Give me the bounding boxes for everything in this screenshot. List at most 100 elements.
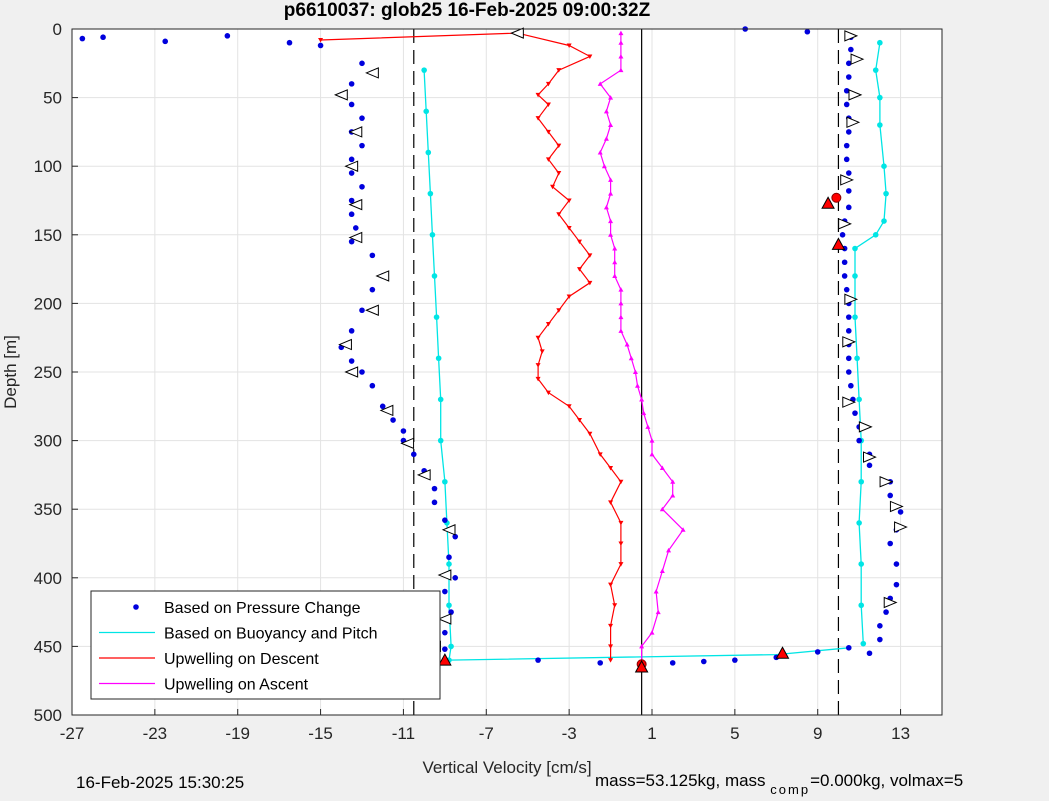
y-tick-label: 100 xyxy=(34,157,62,176)
red-triangle-marker xyxy=(775,646,790,659)
pressure-change-point xyxy=(597,660,604,666)
upwelling-descent-point xyxy=(608,644,614,649)
pressure-change-point xyxy=(887,540,894,547)
pressure-change-point xyxy=(452,533,459,540)
pressure-change-point xyxy=(431,499,438,506)
pressure-change-point xyxy=(348,238,355,245)
pressure-change-point xyxy=(843,286,850,293)
upwelling-ascent-point xyxy=(666,547,672,553)
pressure-change-point xyxy=(369,382,376,389)
y-tick-label: 400 xyxy=(34,569,62,588)
upwelling-descent-point xyxy=(608,500,614,505)
upwelling-ascent-point xyxy=(618,53,624,59)
x-tick-label: -3 xyxy=(562,724,577,743)
pressure-change-point xyxy=(348,197,355,204)
upwelling-descent-point xyxy=(587,54,593,59)
pressure-change-point xyxy=(359,115,365,121)
pressure-change-point xyxy=(897,509,904,515)
upwelling-ascent-point xyxy=(653,589,659,594)
buoyancy-pitch-point xyxy=(881,218,887,224)
buoyancy-pitch-point xyxy=(860,640,867,647)
descent-triangle-marker xyxy=(338,338,352,351)
ascent-triangle-marker xyxy=(844,293,859,306)
descent-triangle-marker xyxy=(400,437,415,450)
red-triangle-marker xyxy=(634,659,649,673)
footer-mass-info: mass=53.125kg, mass comp=0.000kg, volmax… xyxy=(595,771,963,797)
descent-triangle-marker xyxy=(379,404,394,417)
buoyancy-pitch-point xyxy=(858,561,865,567)
pressure-change-point xyxy=(452,575,459,581)
y-tick-label: 200 xyxy=(34,294,62,313)
pressure-change-point xyxy=(883,609,889,615)
upwelling-ascent-point xyxy=(641,410,647,416)
upwelling-descent-point xyxy=(608,623,614,629)
pressure-change-point xyxy=(856,437,862,444)
pressure-change-point xyxy=(286,39,293,46)
upwelling-descent-point xyxy=(577,418,582,423)
upwelling-ascent-point xyxy=(649,438,655,443)
pressure-change-point xyxy=(852,410,858,416)
upwelling-ascent-point xyxy=(618,300,624,306)
upwelling-ascent-point xyxy=(628,355,634,361)
pressure-change-point xyxy=(843,156,850,163)
upwelling-ascent-point xyxy=(618,40,624,45)
pressure-change-point xyxy=(348,328,355,334)
ascent-triangle-marker xyxy=(842,336,857,348)
pressure-change-point xyxy=(839,232,846,238)
pressure-change-point xyxy=(845,188,852,194)
ascent-triangle-marker xyxy=(894,521,908,533)
upwelling-descent-point xyxy=(535,92,541,98)
ascent-triangle-marker xyxy=(844,30,859,42)
upwelling-descent-point xyxy=(535,363,541,368)
buoyancy-pitch-point xyxy=(872,67,879,73)
descent-triangle-marker xyxy=(348,198,363,211)
upwelling-descent-point xyxy=(545,390,551,396)
ascent-triangle-marker xyxy=(879,476,894,488)
upwelling-descent-point xyxy=(535,116,541,121)
ascent-triangle-marker xyxy=(889,500,904,513)
x-tick-label: 5 xyxy=(730,724,739,743)
upwelling-descent-point xyxy=(618,562,624,567)
upwelling-descent-point xyxy=(618,541,624,546)
x-tick-label: -27 xyxy=(60,724,85,743)
buoyancy-pitch-point xyxy=(858,478,865,485)
ascent-triangle-marker xyxy=(858,421,873,433)
buoyancy-pitch-point xyxy=(446,602,452,609)
y-tick-label: 350 xyxy=(34,500,62,519)
red-dot-marker xyxy=(831,192,842,203)
upwelling-ascent-point xyxy=(680,527,686,532)
upwelling-ascent-point xyxy=(601,163,607,169)
legend-label: Based on Pressure Change xyxy=(164,600,361,617)
upwelling-descent-point xyxy=(545,321,551,327)
pressure-change-point xyxy=(442,588,448,595)
upwelling-descent-point xyxy=(577,239,582,245)
pressure-change-point xyxy=(887,492,894,499)
upwelling-descent-point xyxy=(566,198,572,203)
buoyancy-pitch-point xyxy=(852,273,858,279)
descent-triangle-marker xyxy=(437,613,452,625)
upwelling-ascent-point xyxy=(670,492,676,498)
y-tick-label: 300 xyxy=(34,432,62,451)
buoyancy-pitch-point xyxy=(427,190,434,197)
footer-mass-text: mass=53.125kg, mass xyxy=(595,771,766,790)
descent-triangle-marker xyxy=(375,270,390,282)
x-tick-label: -19 xyxy=(225,724,250,743)
pressure-change-point xyxy=(79,35,86,42)
buoyancy-pitch-point xyxy=(446,561,452,567)
upwelling-descent-point xyxy=(566,294,572,300)
descent-triangle-marker xyxy=(344,160,359,172)
upwelling-descent-point xyxy=(608,582,614,588)
buoyancy-pitch-point xyxy=(872,232,879,238)
pressure-change-point xyxy=(369,286,376,293)
buoyancy-pitch-point xyxy=(437,437,444,444)
chart-title: p6610037: glob25 16-Feb-2025 09:00:32Z xyxy=(284,0,651,21)
x-tick-label: 1 xyxy=(647,724,656,743)
buoyancy-pitch-point xyxy=(852,314,858,320)
pressure-change-point xyxy=(446,554,452,561)
upwelling-ascent-point xyxy=(670,479,676,484)
upwelling-ascent-point xyxy=(659,506,665,512)
pressure-change-point xyxy=(669,660,676,666)
x-tick-label: -11 xyxy=(392,724,415,743)
pressure-change-point xyxy=(845,369,852,375)
ascent-triangle-marker xyxy=(842,396,857,408)
